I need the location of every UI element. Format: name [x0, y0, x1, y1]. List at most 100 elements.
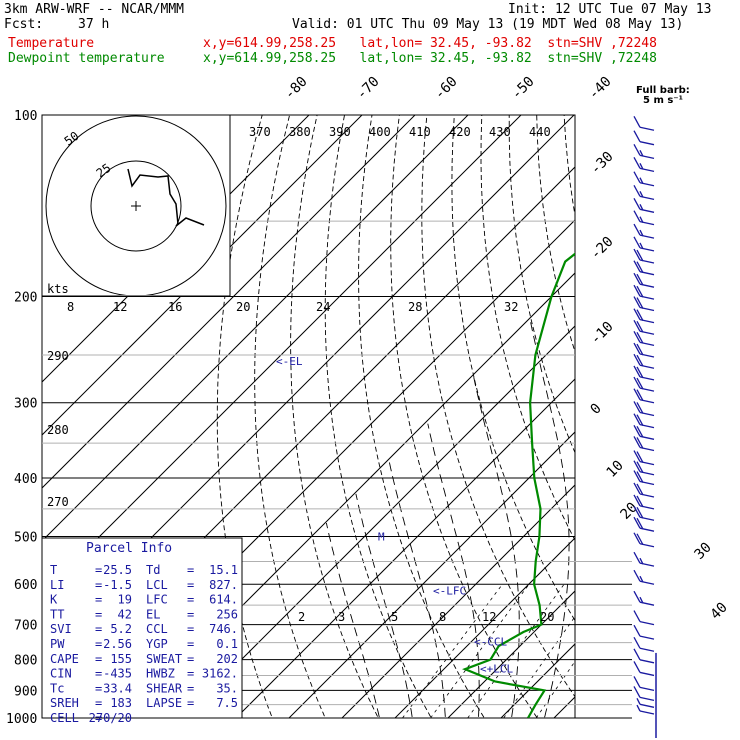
mixing-ratio-line	[535, 660, 575, 718]
isotherm	[553, 696, 575, 718]
temperature-label: 0	[588, 401, 605, 418]
hodograph-trace	[127, 168, 205, 227]
pressure-label: 500	[14, 530, 37, 545]
pressure-label: 100	[14, 109, 37, 124]
wind-barb	[633, 342, 655, 358]
level-marker: <-EL	[276, 355, 303, 368]
parcel-equals: =	[187, 637, 194, 651]
hodograph-ring	[90, 160, 182, 252]
parcel-equals: =	[95, 696, 102, 710]
isotherm	[235, 378, 575, 718]
wind-barb	[633, 236, 655, 252]
dry-adiabat	[254, 115, 326, 718]
pressure-label: 300	[14, 397, 37, 412]
parcel-value: 35.	[216, 681, 238, 695]
wind-barb	[633, 353, 655, 369]
wind-barb	[636, 698, 655, 708]
dry-adiabat	[674, 115, 740, 731]
parcel-value: 42	[118, 607, 132, 621]
wind-barb	[633, 424, 655, 440]
temperature-label: -20	[588, 234, 617, 263]
pressure-label: 900	[14, 684, 37, 699]
pressure-label: 800	[14, 654, 37, 669]
theta-label: 370	[249, 125, 271, 139]
mixing-ratio-label: 2	[298, 610, 305, 624]
wind-barb	[633, 661, 655, 677]
isotherm	[607, 115, 740, 718]
wind-barb	[633, 676, 655, 692]
hodograph-speed-label: 32	[504, 300, 518, 314]
moist-adiabat	[427, 423, 480, 718]
level-marker: <+LCL	[480, 662, 513, 675]
dry-adiabat	[480, 115, 575, 542]
parcel-key: LCL	[146, 578, 168, 592]
parcel-value: -435	[103, 667, 132, 681]
parcel-value: 33.4	[103, 681, 132, 695]
theta-label: 400	[369, 125, 391, 139]
parcel-value: 25.5	[103, 563, 132, 577]
wind-barb	[633, 648, 655, 664]
dewpoint-legend-label: Dewpoint temperature	[8, 51, 165, 66]
wind-barb	[633, 624, 655, 640]
parcel-equals: =	[95, 593, 102, 607]
moist-adiabat	[355, 493, 413, 718]
wind-barb	[633, 686, 655, 702]
temperature-label: -50	[509, 74, 538, 103]
isotherm	[42, 115, 363, 436]
parcel-key: CAPE	[50, 652, 79, 666]
mixing-ratio-label: 3	[338, 610, 345, 624]
isotherm	[42, 115, 469, 542]
wind-barb	[636, 704, 655, 715]
parcel-value: 3162.	[202, 667, 238, 681]
temperature-legend-info: x,y=614.99,258.25 lat,lon= 32.45, -93.82…	[203, 36, 657, 51]
parcel-key: PW	[50, 637, 65, 651]
parcel-equals: =	[187, 667, 194, 681]
theta-label: 380	[289, 125, 311, 139]
mixing-ratio-label: 5	[391, 610, 398, 624]
mixing-ratio-label: 20	[540, 610, 554, 624]
hodograph-rings	[45, 115, 227, 295]
temperature-label: 10	[604, 458, 627, 481]
wind-barb	[633, 115, 655, 131]
wind-barb	[633, 319, 655, 335]
theta-label: 440	[529, 125, 551, 139]
mixing-ratio-label: 8	[439, 610, 446, 624]
dry-adiabat	[358, 115, 485, 718]
dry-adiabat	[508, 115, 575, 454]
wind-barb	[633, 144, 655, 159]
parcel-equals: =	[95, 711, 102, 725]
parcel-value: 270/20	[89, 711, 132, 725]
wind-barb	[633, 482, 655, 498]
parcel-equals: =	[187, 593, 194, 607]
mixing-ratio-line	[402, 583, 503, 718]
parcel-value: 15.1	[209, 563, 238, 577]
dry-adiabat	[729, 115, 740, 731]
model-title: 3km ARW-WRF -- NCAR/MMM	[4, 2, 185, 17]
parcel-equals: =	[187, 607, 194, 621]
barb-legend-title: Full barb:	[636, 85, 690, 96]
parcel-key: LAPSE	[146, 696, 182, 710]
wind-barb	[633, 590, 655, 606]
wind-barb	[633, 185, 655, 200]
temperature-label: -70	[354, 74, 383, 103]
init-time: Init: 12 UTC Tue 07 May 13	[508, 2, 712, 17]
isotherm	[447, 590, 575, 718]
dry-adiabat	[390, 115, 538, 718]
parcel-value: 5.2	[110, 622, 132, 636]
hodograph-speed-label: 12	[113, 300, 127, 314]
pressure-label: 1000	[6, 712, 37, 727]
wind-barb	[633, 450, 655, 466]
temperature-label: 30	[692, 540, 715, 563]
dry-adiabat	[619, 115, 740, 731]
dry-adiabat	[647, 115, 740, 731]
temperature-legend-label: Temperature	[8, 36, 95, 51]
hodograph-speed-label: 8	[67, 300, 74, 314]
dewpoint-trace	[461, 252, 575, 718]
forecast-label: Fcst:	[4, 17, 44, 32]
hodograph-ring-label: 50	[62, 129, 82, 149]
parcel-key: Tc	[50, 681, 64, 695]
isotherm	[713, 115, 740, 718]
theta-label: 410	[409, 125, 431, 139]
level-marker: <-LFC	[433, 584, 466, 597]
